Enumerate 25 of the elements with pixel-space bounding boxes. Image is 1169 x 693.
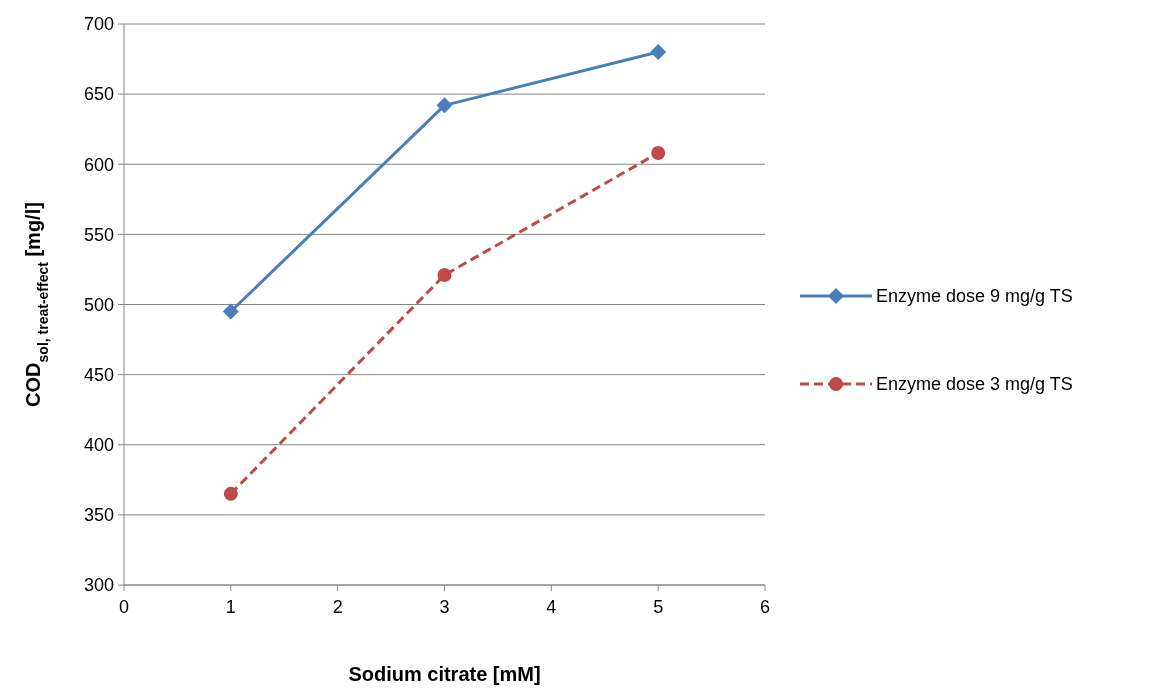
x-tick-label: 0 bbox=[118, 597, 130, 617]
point bbox=[650, 44, 667, 61]
point bbox=[223, 486, 238, 501]
x-axis-title: Sodium citrate [mM] bbox=[348, 663, 541, 685]
y-tick-label: 450 bbox=[83, 364, 114, 385]
y-tick-label: 500 bbox=[83, 294, 114, 315]
y-tick-label: 550 bbox=[83, 224, 114, 245]
x-tick-label: 4 bbox=[546, 597, 557, 617]
x-tick-label: 1 bbox=[225, 597, 236, 617]
point bbox=[436, 97, 453, 114]
y-tick-label: 650 bbox=[83, 84, 114, 105]
x-tick-label: 6 bbox=[759, 597, 771, 617]
y-tick-label: 350 bbox=[83, 505, 114, 526]
y-tick-label: 600 bbox=[83, 154, 114, 175]
y-tick-label: 700 bbox=[83, 14, 114, 35]
x-tick-label: 5 bbox=[653, 597, 664, 617]
x-tick-label: 3 bbox=[439, 597, 450, 617]
y-tick-label: 400 bbox=[83, 435, 114, 456]
legend-label: Enzyme dose 9 mg/g TS bbox=[876, 286, 1073, 307]
point bbox=[651, 146, 666, 161]
point bbox=[437, 268, 452, 283]
y-tick-label: 300 bbox=[83, 575, 114, 596]
x-tick-label: 2 bbox=[332, 597, 343, 617]
legend-label: Enzyme dose 3 mg/g TS bbox=[876, 374, 1073, 395]
point bbox=[222, 303, 239, 320]
